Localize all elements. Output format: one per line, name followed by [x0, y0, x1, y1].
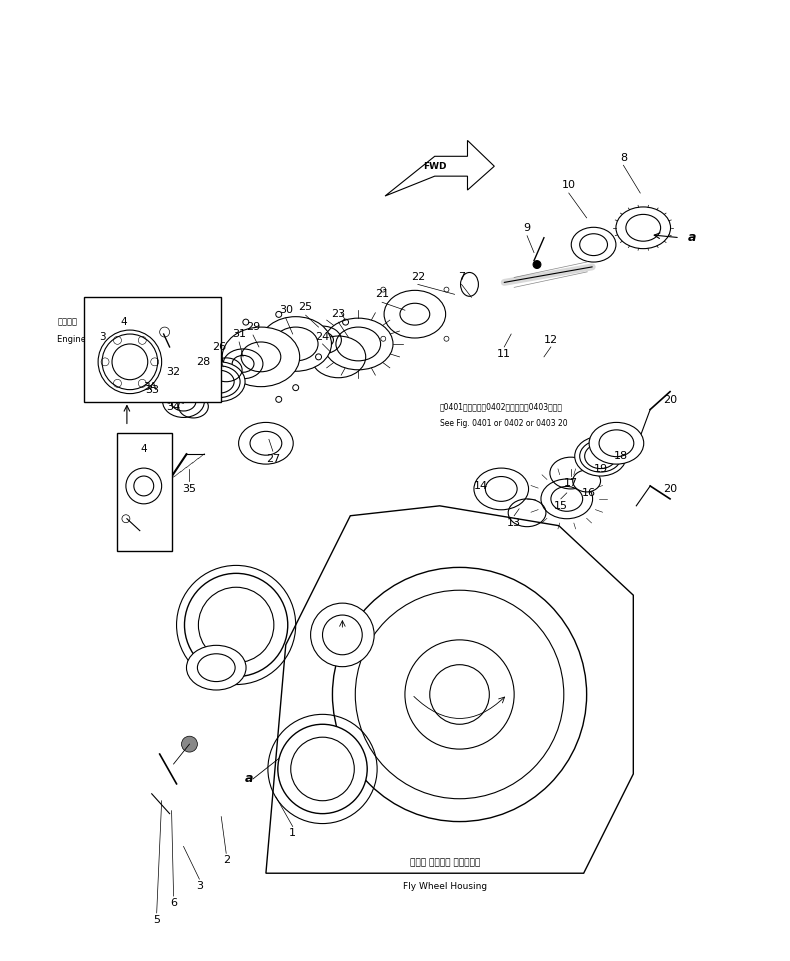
Text: 1: 1	[289, 828, 296, 839]
Text: 24: 24	[315, 332, 329, 342]
Text: 13: 13	[507, 518, 521, 528]
Circle shape	[185, 574, 288, 677]
Text: 7: 7	[458, 272, 465, 283]
Text: a: a	[245, 773, 253, 785]
Text: 19: 19	[593, 464, 608, 474]
Ellipse shape	[194, 362, 245, 402]
Text: 3A: 3A	[143, 382, 156, 392]
Circle shape	[533, 260, 541, 268]
Text: 適用号機: 適用号機	[58, 318, 77, 327]
Text: Fly Wheel Housing: Fly Wheel Housing	[403, 881, 487, 891]
Text: 4: 4	[141, 444, 147, 455]
Text: 20: 20	[663, 484, 677, 494]
Text: See Fig. 0401 or 0402 or 0403 20: See Fig. 0401 or 0402 or 0403 20	[440, 419, 567, 428]
Text: 20: 20	[663, 395, 677, 405]
Text: FWD: FWD	[423, 161, 446, 171]
Text: 29: 29	[246, 322, 260, 333]
Text: 12: 12	[544, 335, 558, 345]
Text: 31: 31	[232, 329, 246, 339]
Text: 11: 11	[497, 349, 511, 358]
Text: 27: 27	[265, 455, 280, 464]
Text: 26: 26	[213, 342, 226, 352]
Text: 32: 32	[167, 367, 181, 377]
Text: 15: 15	[554, 501, 568, 511]
Text: 第0401図または第0402図または第0403図参照: 第0401図または第0402図または第0403図参照	[440, 402, 562, 411]
Text: 35: 35	[182, 484, 197, 494]
Text: 16: 16	[581, 488, 596, 498]
Circle shape	[182, 736, 198, 752]
Text: 5: 5	[153, 915, 160, 924]
Ellipse shape	[589, 423, 644, 464]
Text: 18: 18	[613, 451, 627, 461]
Ellipse shape	[260, 317, 332, 371]
Circle shape	[102, 334, 158, 389]
Circle shape	[278, 725, 367, 814]
Ellipse shape	[222, 327, 299, 386]
Text: 17: 17	[564, 478, 577, 488]
Text: 22: 22	[411, 272, 425, 283]
Ellipse shape	[163, 385, 205, 417]
Text: 34: 34	[167, 402, 181, 411]
Ellipse shape	[384, 290, 446, 338]
Text: 2: 2	[223, 855, 230, 865]
Text: 4: 4	[121, 317, 127, 327]
Ellipse shape	[239, 423, 293, 464]
Text: 30: 30	[279, 306, 293, 315]
Bar	[85, 297, 221, 402]
Text: 25: 25	[299, 302, 313, 312]
Bar	[117, 433, 171, 551]
Text: 9: 9	[524, 223, 531, 233]
Circle shape	[126, 468, 162, 504]
Text: a: a	[688, 232, 696, 244]
Text: 14: 14	[474, 480, 488, 491]
Ellipse shape	[176, 377, 211, 403]
Text: 3: 3	[99, 332, 105, 342]
Circle shape	[310, 604, 374, 667]
Text: 10: 10	[562, 180, 576, 190]
Text: 6: 6	[170, 898, 177, 908]
Circle shape	[333, 567, 587, 822]
Text: 23: 23	[331, 309, 345, 319]
Ellipse shape	[474, 468, 529, 509]
Text: 28: 28	[196, 357, 210, 367]
Text: フライ ホイール ハウジング: フライ ホイール ハウジング	[409, 859, 480, 868]
Polygon shape	[385, 140, 495, 196]
Text: 21: 21	[375, 289, 389, 299]
Text: 8: 8	[620, 154, 627, 163]
Ellipse shape	[573, 470, 600, 492]
Text: 3: 3	[196, 881, 203, 891]
Polygon shape	[266, 505, 634, 874]
Text: 33: 33	[145, 384, 159, 395]
Ellipse shape	[575, 436, 626, 476]
Text: Engine No. 28632~: Engine No. 28632~	[58, 335, 139, 344]
Ellipse shape	[186, 646, 246, 690]
